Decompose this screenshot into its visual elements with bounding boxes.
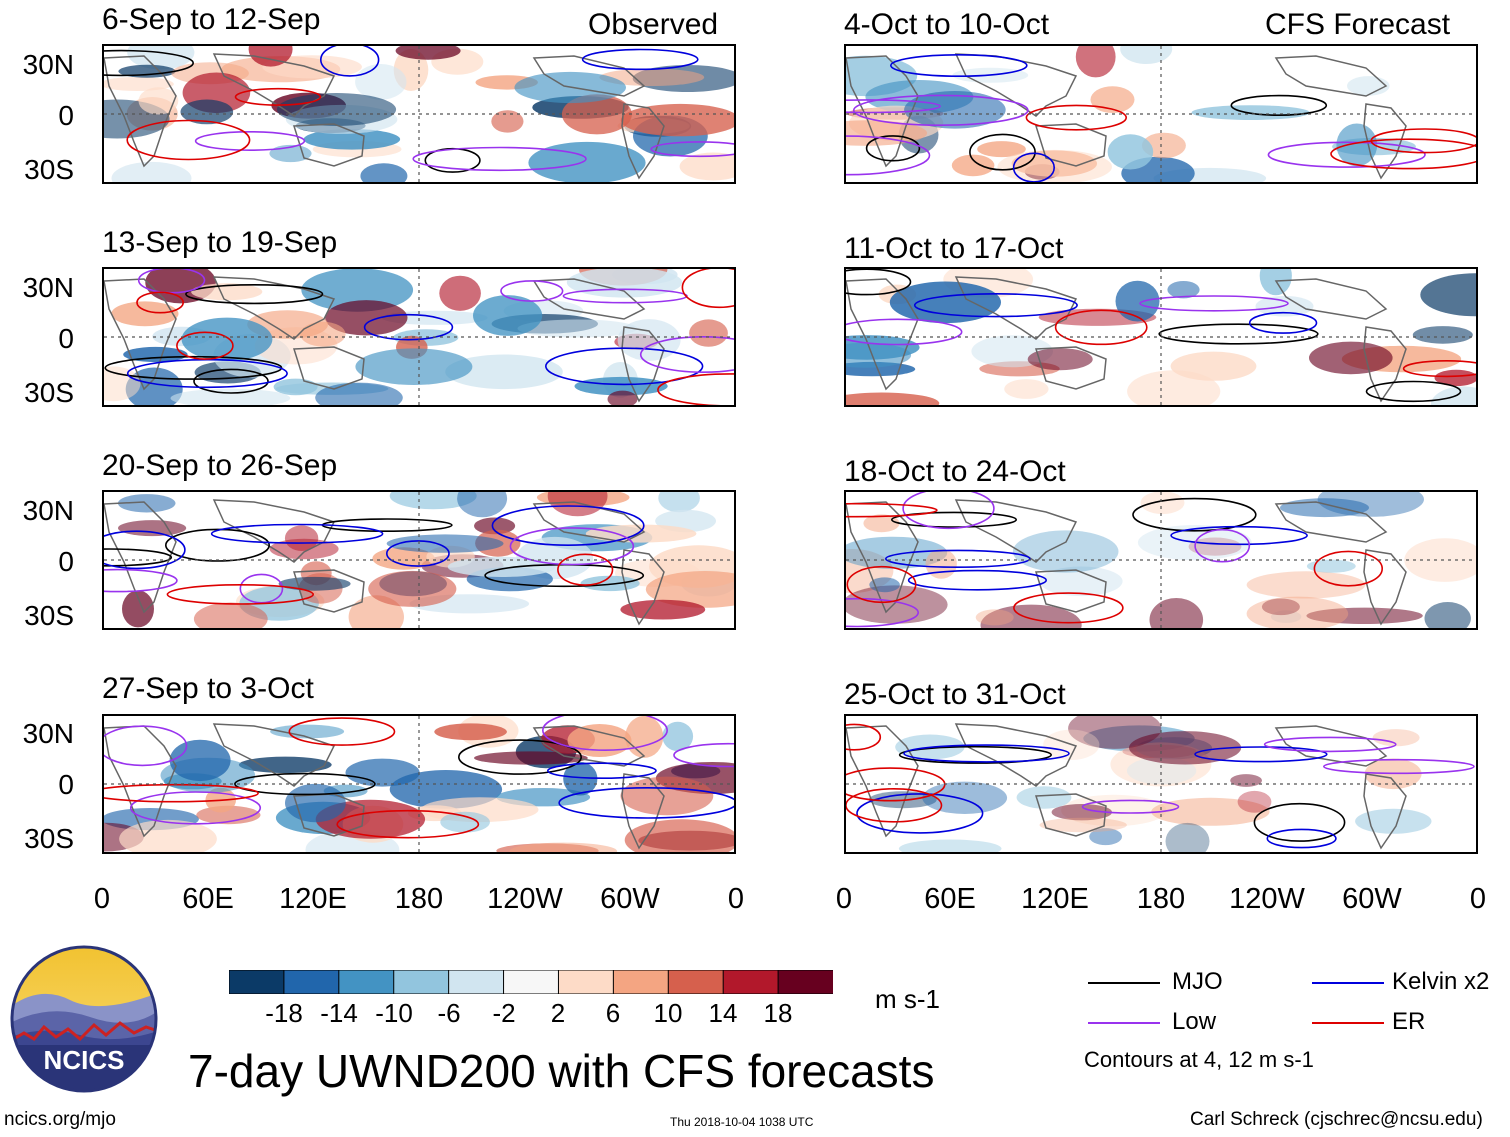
lat-label-0: 0 xyxy=(58,769,74,800)
map-panel-obs-2 xyxy=(102,267,736,407)
map-panel-obs-3 xyxy=(102,490,736,630)
colorbar-tick: -2 xyxy=(492,998,516,1028)
lat-label-30n: 30N xyxy=(22,718,74,749)
lat-label-0: 0 xyxy=(58,323,74,354)
legend-label-mjo: MJO xyxy=(1172,968,1223,995)
colorbar-swatch xyxy=(338,969,395,995)
lon-label-60e: 60E xyxy=(924,883,976,915)
lon-label-60e: 60E xyxy=(182,883,234,915)
map-panel-obs-4 xyxy=(102,714,736,854)
lat-label-30n: 30N xyxy=(22,272,74,303)
legend-label-er: ER xyxy=(1392,1008,1426,1035)
lat-label-0: 0 xyxy=(58,546,74,577)
lat-label-30n: 30N xyxy=(22,495,74,526)
panel-title-fc-2: 11-Oct to 17-Oct xyxy=(844,232,1064,265)
legend-label-kelvin: Kelvin x2 xyxy=(1392,968,1490,995)
lat-label-0: 0 xyxy=(58,100,74,131)
colorbar-tick: -10 xyxy=(375,998,413,1028)
colorbar xyxy=(228,969,835,995)
lon-label-0: 0 xyxy=(93,883,111,915)
colorbar-swatch xyxy=(667,969,725,995)
footer-url[interactable]: ncics.org/mjo xyxy=(4,1109,116,1130)
panel-title-obs-1: 6-Sep to 12-Sep xyxy=(102,3,321,36)
logo-text: NCICS xyxy=(43,1045,125,1075)
colorbar-swatch xyxy=(503,969,560,995)
legend-line-kelvin xyxy=(1312,982,1384,984)
lon-label-180: 180 xyxy=(394,883,444,915)
colorbar-tick: -6 xyxy=(437,998,461,1028)
ncics-logo: NCICS xyxy=(10,945,158,1093)
lon-label-120e: 120E xyxy=(279,883,347,915)
legend-line-mjo xyxy=(1088,982,1160,984)
lat-label-30n: 30N xyxy=(22,49,74,80)
panel-title-fc-4: 25-Oct to 31-Oct xyxy=(844,678,1066,711)
colorbar-swatch xyxy=(393,969,450,995)
panel-title-obs-4: 27-Sep to 3-Oct xyxy=(102,672,314,705)
panel-title-obs-3: 20-Sep to 26-Sep xyxy=(102,449,338,482)
colorbar-swatch xyxy=(612,969,670,995)
colorbar-tick: 10 xyxy=(653,998,683,1028)
forecast-label: CFS Forecast xyxy=(1265,8,1451,41)
colorbar-units: m s-1 xyxy=(875,984,940,1014)
legend-label-low: Low xyxy=(1172,1008,1217,1035)
lat-label-30s: 30S xyxy=(24,823,74,854)
main-title: 7-day UWND200 with CFS forecasts xyxy=(188,1045,935,1097)
colorbar-swatch xyxy=(557,969,615,995)
footer-author: Carl Schreck (cjschrec@ncsu.edu) xyxy=(1190,1109,1483,1130)
colorbar-tick: 18 xyxy=(763,998,793,1028)
colorbar-swatch xyxy=(777,969,835,995)
map-panel-fc-2 xyxy=(844,267,1478,407)
colorbar-swatch xyxy=(448,969,505,995)
lat-label-30s: 30S xyxy=(24,377,74,408)
legend-line-er xyxy=(1312,1022,1384,1024)
map-panel-obs-1 xyxy=(102,44,736,184)
colorbar-tick: 6 xyxy=(605,998,621,1028)
lat-label-30s: 30S xyxy=(24,600,74,631)
lon-label-0-end: 0 xyxy=(1469,883,1487,915)
lon-label-0: 0 xyxy=(835,883,853,915)
lon-label-180: 180 xyxy=(1136,883,1186,915)
panel-title-fc-1: 4-Oct to 10-Oct xyxy=(844,8,1050,41)
panel-title-fc-3: 18-Oct to 24-Oct xyxy=(844,455,1066,488)
legend-line-low xyxy=(1088,1022,1160,1024)
legend-note: Contours at 4, 12 m s-1 xyxy=(1084,1047,1314,1072)
map-panel-fc-1 xyxy=(844,44,1478,184)
map-panel-fc-4 xyxy=(844,714,1478,854)
lon-label-120e: 120E xyxy=(1021,883,1089,915)
panel-title-obs-2: 13-Sep to 19-Sep xyxy=(102,226,338,259)
colorbar-swatch xyxy=(722,969,780,995)
colorbar-tick: 2 xyxy=(550,998,566,1028)
colorbar-tick: -14 xyxy=(320,998,358,1028)
lon-label-120w: 120W xyxy=(487,883,563,915)
colorbar-tick: 14 xyxy=(708,998,738,1028)
lon-label-60w: 60W xyxy=(600,883,660,915)
lat-label-30s: 30S xyxy=(24,154,74,185)
lon-label-0-end: 0 xyxy=(727,883,745,915)
colorbar-swatch xyxy=(228,969,285,995)
observed-label: Observed xyxy=(588,8,719,41)
colorbar-swatch xyxy=(283,969,340,995)
colorbar-tick: -18 xyxy=(265,998,303,1028)
footer-timestamp: Thu 2018-10-04 1038 UTC xyxy=(670,1115,814,1129)
lon-label-60w: 60W xyxy=(1342,883,1402,915)
lon-label-120w: 120W xyxy=(1229,883,1305,915)
map-panel-fc-3 xyxy=(844,490,1478,630)
